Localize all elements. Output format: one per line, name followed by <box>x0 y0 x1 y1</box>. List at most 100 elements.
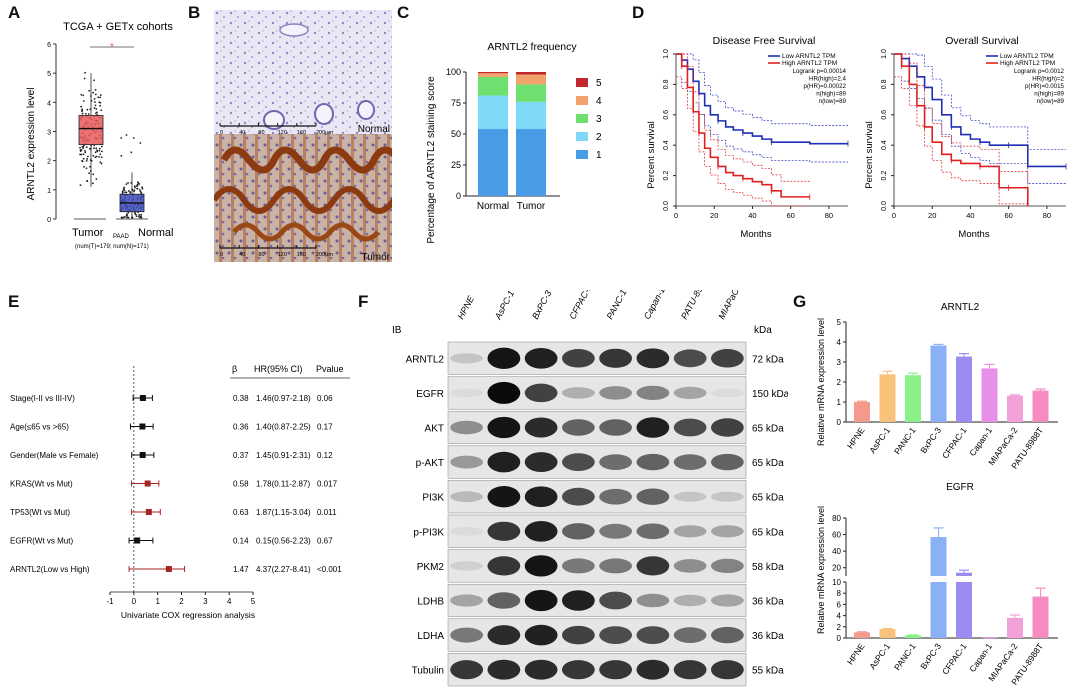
tumor-dot <box>88 172 90 175</box>
g2-ytick: 6 <box>837 600 842 609</box>
g1-bar <box>930 345 947 422</box>
survival-xtick: 60 <box>786 211 794 220</box>
survival-xtick: 0 <box>892 211 896 220</box>
g2-ytick: 4 <box>837 612 842 621</box>
blot-band <box>524 348 558 369</box>
g1-bar <box>854 402 870 422</box>
forest-hr: 1.40(0.87-2.25) <box>256 423 311 432</box>
tumor-dot <box>86 180 89 183</box>
forest-beta: 0.38 <box>233 394 249 403</box>
legend-label-4: 4 <box>596 96 602 107</box>
dfs-title: Disease Free Survival <box>713 35 816 47</box>
normal-dot <box>122 188 125 191</box>
blot-band <box>599 386 633 400</box>
tumor-dot <box>83 165 85 168</box>
normal-dot <box>134 186 136 189</box>
lane-label: PANC-1 <box>605 290 629 321</box>
blot-band <box>487 556 521 576</box>
panel-a-group-tumor: Tumor <box>72 227 104 239</box>
lane-label: AsPC-1 <box>492 290 516 322</box>
forest-hr: 1.78(0.11-2.87) <box>256 480 310 489</box>
normal-dot <box>126 213 128 216</box>
blot-band <box>561 387 595 399</box>
blot-band <box>636 659 670 680</box>
normal-dot <box>125 183 128 186</box>
scale-bar-bottom: 0 40 80 120 160 200μm <box>219 245 333 258</box>
blot-band <box>636 626 670 644</box>
tumor-dot <box>95 147 98 150</box>
stack-segment-normal-5 <box>478 72 508 74</box>
blot-kda-label: 65 kDa <box>752 424 784 435</box>
survival-xtick: 80 <box>825 211 833 220</box>
forest-beta: 0.37 <box>233 451 249 460</box>
normal-dot <box>127 182 129 184</box>
g1-bar <box>905 375 921 422</box>
normal-dot <box>133 185 136 188</box>
blot-kda-label: 55 kDa <box>752 666 784 677</box>
tumor-dot <box>93 147 95 150</box>
blot-band <box>710 418 744 437</box>
survival-ytick: 1.0 <box>663 49 670 59</box>
tumor-dot <box>81 110 83 113</box>
survival-stat: HR(high)=2.4 <box>809 76 847 83</box>
g1-bar <box>956 356 972 422</box>
blot-kda-label: 58 kDa <box>752 562 784 573</box>
tumor-dot <box>93 107 96 109</box>
lane-label: HPNE <box>456 293 477 321</box>
forest-beta: 0.63 <box>233 508 249 517</box>
legend-label-2: 2 <box>596 132 602 143</box>
tumor-dot <box>99 153 102 156</box>
g2-bar-upper <box>930 537 947 576</box>
panel-d-os-plot: Overall Survival Percent survival Months… <box>864 35 1067 240</box>
panel-f-western-blot: IB kDa HPNE AsPC-1 BxPC-3 CFPAC-1 PANC-1 Capa… <box>392 290 788 687</box>
scale-tick: 120 <box>278 130 287 136</box>
tumor-dot <box>97 96 100 99</box>
g-arntl2-ylabel: Relative mRNA expression level <box>816 318 826 446</box>
normal-dot <box>139 216 141 219</box>
survival-ytick: 0.2 <box>663 171 670 181</box>
blot-band <box>450 353 484 364</box>
normal-dot <box>124 191 126 194</box>
blot-protein-label: p-PI3K <box>413 527 444 538</box>
blot-kda-label: 36 kDa <box>752 631 784 642</box>
scale-tick: 200μm <box>316 252 333 258</box>
tumor-dot <box>100 156 103 159</box>
scale-tick: 0 <box>220 130 223 136</box>
panel-label-c: C <box>397 3 410 22</box>
normal-dot <box>121 216 124 219</box>
tumor-dot <box>100 162 103 165</box>
tumor-dot <box>95 108 98 110</box>
g1-bar <box>1032 390 1049 422</box>
normal-dot <box>135 215 138 218</box>
forest-row-label: Age(≤65 vs >65) <box>10 423 69 432</box>
os-xlabel: Months <box>958 229 989 240</box>
legend-high: High ARNTL2 TPM <box>782 60 837 67</box>
blot-band <box>710 491 744 502</box>
normal-tissue-glands <box>263 23 375 130</box>
blot-band <box>450 388 484 398</box>
normal-dot <box>130 151 133 154</box>
forest-p: 0.06 <box>317 394 333 403</box>
blot-protein-label: EGFR <box>416 389 444 400</box>
forest-xtick: 0 <box>132 597 137 606</box>
tumor-dot <box>98 156 101 158</box>
g2-bar <box>930 582 947 638</box>
ib-label: IB <box>392 325 402 336</box>
survival-stat: HR(high)=2 <box>1032 76 1064 83</box>
dfs-xlabel: Months <box>740 229 771 240</box>
legend-low: Low ARNTL2 TPM <box>782 53 836 60</box>
survival-ytick: 0.8 <box>881 79 888 89</box>
panel-a-num-label: (num(T)=179; num(N)=171) <box>75 244 149 250</box>
forest-estimate <box>144 480 151 487</box>
g-egfr-ylabel: Relative mRNA expression level <box>816 506 826 634</box>
normal-dot <box>127 211 130 214</box>
panel-c-ytick: 0 <box>456 191 461 201</box>
survival-xtick: 0 <box>674 211 678 220</box>
panel-label-f: F <box>358 292 369 311</box>
forest-hr: 1.46(0.97-2.18) <box>256 394 311 403</box>
panel-a-group-normal: Normal <box>138 227 173 239</box>
tumor-dot <box>96 150 99 153</box>
scale-tick: 120 <box>278 252 287 258</box>
scale-bar-top: 0 40 80 120 160 200μm <box>219 123 333 136</box>
forest-xtick: 4 <box>227 597 232 606</box>
